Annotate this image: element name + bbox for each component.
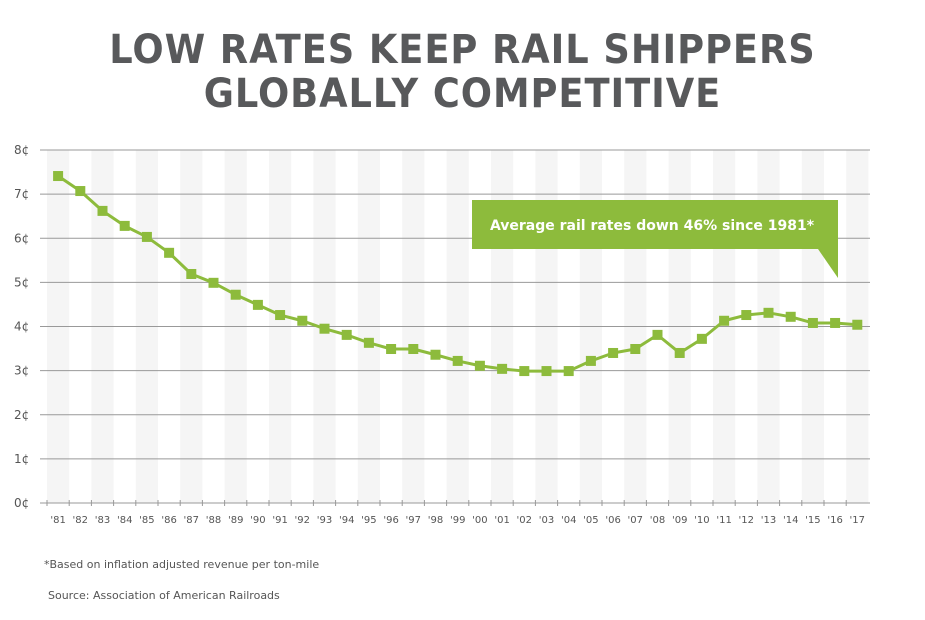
x-tick-label: '05 [583,515,598,526]
annotation-text: Average rail rates down 46% since 1981* [490,218,815,234]
data-point [363,337,374,348]
y-tick-label: 3¢ [14,364,29,378]
data-point [674,347,685,358]
data-point [53,171,64,182]
x-tick-label: '99 [450,515,465,526]
data-point [608,347,619,358]
x-tick-label: '01 [494,515,509,526]
data-point [719,315,730,326]
x-tick-label: '94 [339,515,354,526]
x-tick-label: '17 [850,515,865,526]
x-tick-label: '87 [184,515,199,526]
x-tick-label: '83 [95,515,110,526]
data-point [430,349,441,360]
data-point [408,344,419,355]
x-tick-label: '02 [517,515,532,526]
data-point [452,355,463,366]
data-point [319,323,330,334]
x-tick-label: '00 [472,515,487,526]
x-tick-label: '13 [761,515,776,526]
data-point [474,360,485,371]
x-tick-label: '90 [250,515,265,526]
x-tick-label: '16 [827,515,842,526]
data-point [807,317,818,328]
data-point [630,344,641,355]
source-note: Source: Association of American Railroad… [48,589,280,602]
x-tick-label: '14 [783,515,798,526]
data-point [141,231,152,242]
x-tick-label: '88 [206,515,221,526]
x-tick-label: '86 [161,515,176,526]
data-point [741,310,752,321]
data-point [275,310,286,321]
x-tick-label: '98 [428,515,443,526]
title-line-2: GLOBALLY COMPETITIVE [203,71,722,117]
x-tick-label: '04 [561,515,576,526]
y-tick-label: 1¢ [14,452,29,466]
x-tick-label: '10 [694,515,709,526]
data-point [186,268,197,279]
y-tick-label: 0¢ [14,496,29,510]
x-tick-label: '95 [361,515,376,526]
x-tick-label: '85 [139,515,154,526]
x-tick-label: '92 [295,515,310,526]
data-point [519,366,530,377]
data-point [297,315,308,326]
data-point [164,247,175,258]
y-tick-label: 2¢ [14,408,29,422]
data-point [830,317,841,328]
data-point [541,366,552,377]
y-tick-label: 8¢ [14,143,29,157]
x-tick-label: '09 [672,515,687,526]
x-tick-label: '07 [628,515,643,526]
data-point [386,344,397,355]
data-point [763,307,774,318]
data-point [341,329,352,340]
data-point [252,299,263,310]
x-tick-label: '06 [605,515,620,526]
data-point [208,277,219,288]
data-point [652,329,663,340]
data-point [785,311,796,322]
x-tick-label: '12 [739,515,754,526]
x-tick-label: '82 [73,515,88,526]
y-tick-label: 7¢ [14,187,29,201]
data-point [97,205,108,216]
x-tick-label: '91 [272,515,287,526]
x-tick-label: '84 [117,515,132,526]
annotation-callout [472,200,838,278]
x-tick-label: '08 [650,515,665,526]
chart-title: LOW RATES KEEP RAIL SHIPPERS GLOBALLY CO… [37,28,888,116]
title-line-1: LOW RATES KEEP RAIL SHIPPERS [109,27,816,73]
data-point [497,363,508,374]
data-point [75,186,86,197]
y-tick-label: 6¢ [14,231,29,245]
x-tick-label: '96 [383,515,398,526]
data-point [563,366,574,377]
data-point [119,220,130,231]
data-point [852,319,863,330]
x-tick-label: '89 [228,515,243,526]
footnote: *Based on inflation adjusted revenue per… [44,558,320,571]
data-point [696,333,707,344]
x-tick-label: '11 [716,515,731,526]
x-tick-label: '81 [50,515,65,526]
x-tick-label: '03 [539,515,554,526]
data-point [230,289,241,300]
x-tick-label: '15 [805,515,820,526]
x-tick-label: '97 [406,515,421,526]
y-tick-label: 5¢ [14,275,29,289]
data-point [585,355,596,366]
y-tick-label: 4¢ [14,320,29,334]
x-tick-label: '93 [317,515,332,526]
